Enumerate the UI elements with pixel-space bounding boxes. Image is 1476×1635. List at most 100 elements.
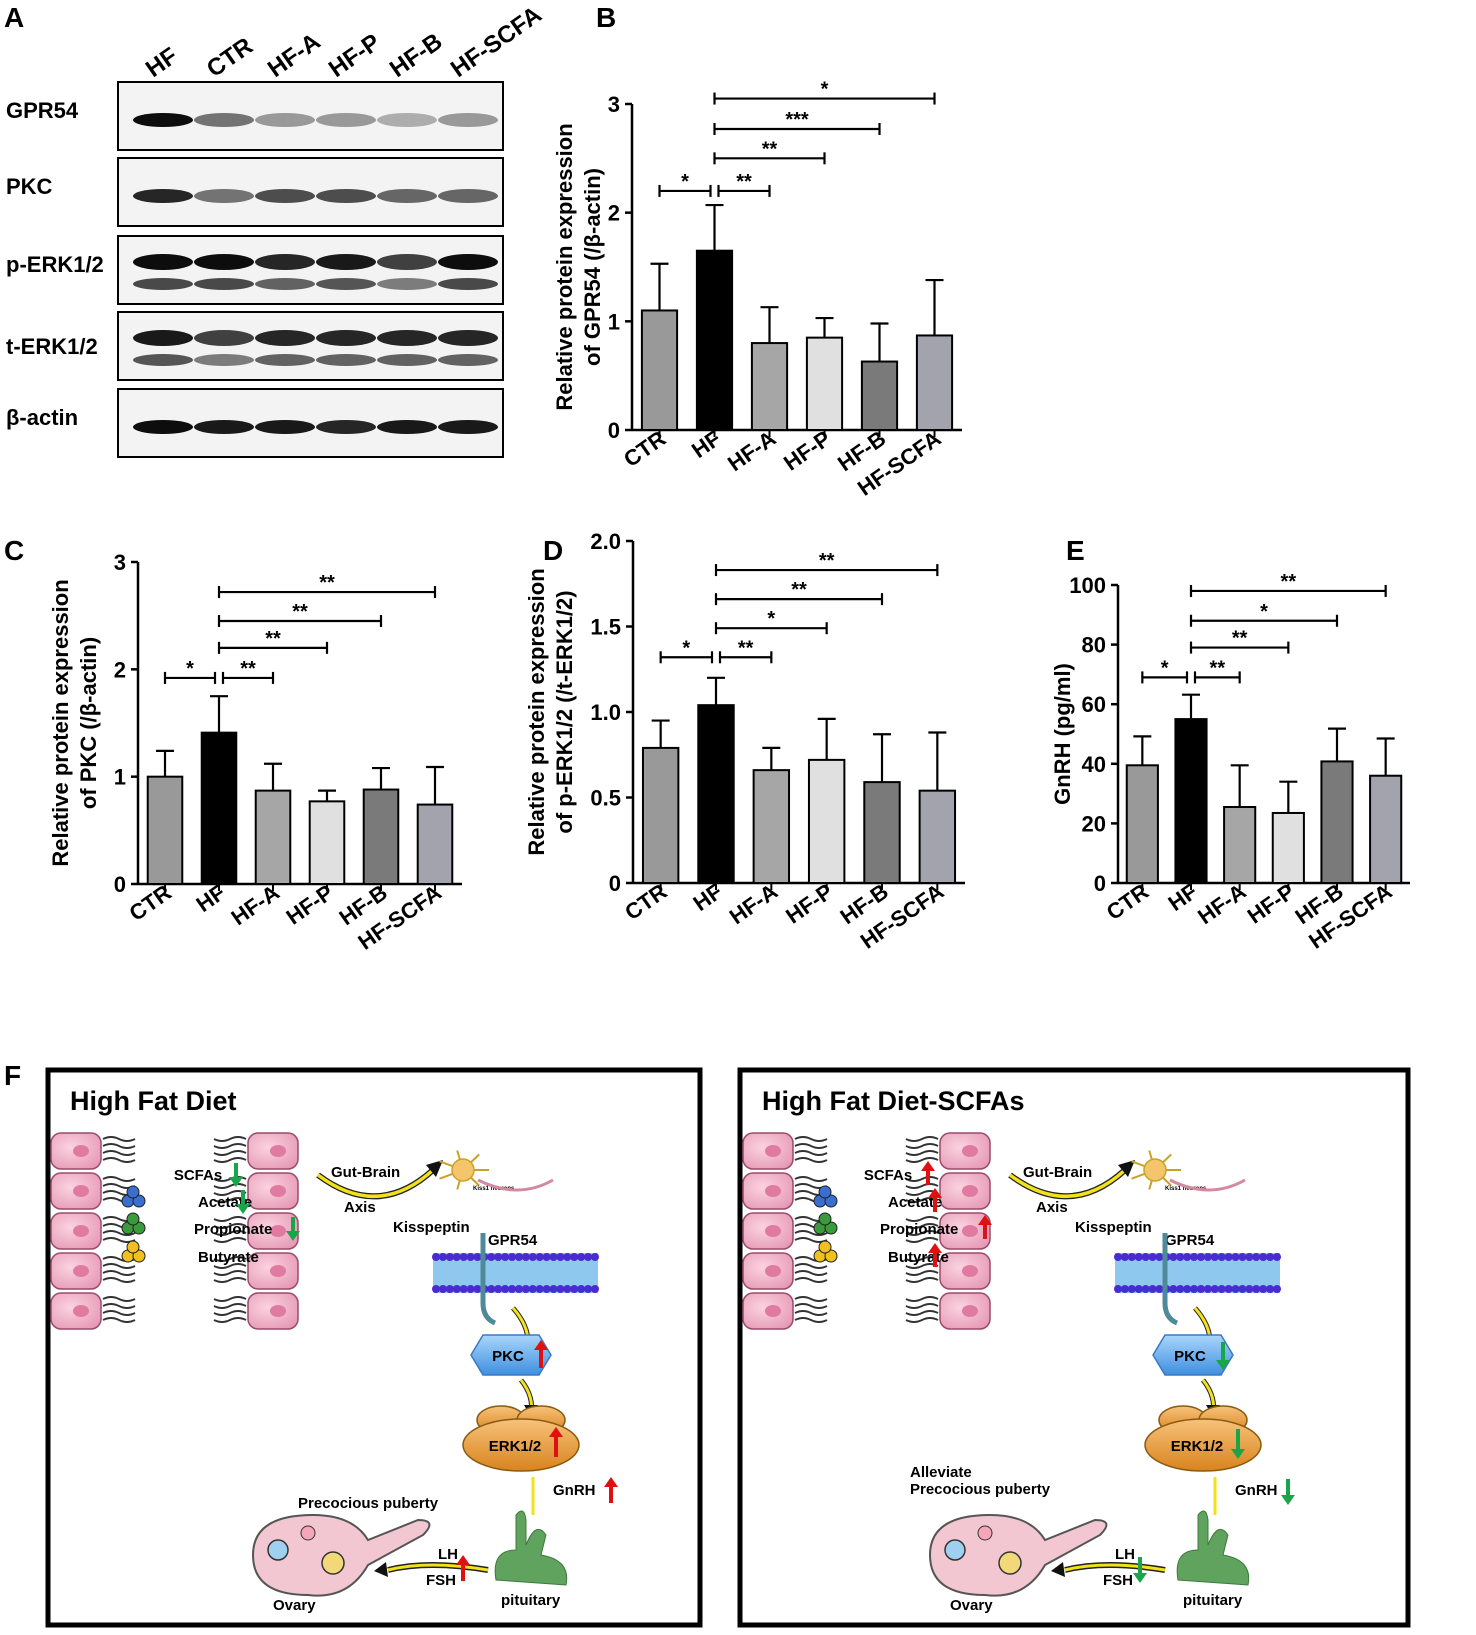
up-arrow-icon [456, 1555, 470, 1581]
microvilli [102, 1157, 136, 1163]
bar [695, 249, 734, 431]
lipid-head [494, 1253, 503, 1261]
outcome-label: Alleviate [910, 1464, 972, 1481]
lipid-head [1231, 1285, 1240, 1293]
down-arrow-icon [1231, 1429, 1245, 1459]
microvilli [102, 1176, 136, 1182]
microvilli [102, 1277, 136, 1283]
microvilli [794, 1317, 828, 1323]
blot-band [377, 354, 437, 366]
blot-band [377, 278, 437, 290]
cell-membrane [433, 1253, 598, 1293]
microvilli [905, 1230, 939, 1236]
y-tick-label: 2 [114, 657, 126, 682]
lipid-head [1266, 1285, 1275, 1293]
blot-lane-label: HF-SCFA [446, 1, 547, 83]
down-arrow-icon [1281, 1479, 1295, 1505]
atom [824, 1221, 838, 1235]
microvilli [794, 1136, 828, 1142]
blot-band [438, 420, 498, 434]
lipid-head [521, 1285, 530, 1293]
y-tick-label: 0 [608, 418, 620, 443]
blot-band [194, 189, 254, 203]
lipid-head [1148, 1253, 1157, 1261]
lipid-head [452, 1253, 461, 1261]
y-tick-label: 1.0 [590, 700, 621, 725]
lipid-head [556, 1253, 565, 1261]
lipid-head [542, 1253, 551, 1261]
bar [752, 769, 791, 885]
bar [200, 731, 238, 885]
blot-band [255, 254, 315, 270]
blot-band [255, 189, 315, 203]
fsh-label: FSH [1103, 1572, 1133, 1589]
pituitary-icon [494, 1510, 568, 1586]
lipid-head [1238, 1253, 1247, 1261]
lipid-head [487, 1253, 496, 1261]
gut-brain-label: Axis [1036, 1199, 1068, 1216]
up-arrow-icon [928, 1243, 942, 1267]
arrow-head [236, 1204, 250, 1214]
blot-lane-label: HF-B [385, 28, 447, 83]
gut-cell-nucleus [765, 1145, 781, 1157]
gut-cell-nucleus [73, 1225, 89, 1237]
lipid-head [1120, 1285, 1129, 1293]
scfa-label: SCFAs [174, 1167, 222, 1184]
atom [132, 1221, 146, 1235]
lh-fsh-arrow-fill [1064, 1563, 1166, 1572]
gut-cell-nucleus [765, 1305, 781, 1317]
blot-band [133, 278, 193, 290]
lipid-head [1210, 1285, 1219, 1293]
sig-label: *** [785, 109, 809, 131]
lipid-head [1245, 1253, 1254, 1261]
lipid-head [487, 1285, 496, 1293]
lipid-head [501, 1253, 510, 1261]
sig-label: * [1161, 657, 1169, 679]
microvilli [794, 1277, 828, 1283]
blot-band [316, 113, 376, 127]
lipid-head [1231, 1253, 1240, 1261]
blot-lane-label: CTR [202, 33, 258, 83]
up-arrow-icon [534, 1340, 548, 1368]
lipid-head [1217, 1253, 1226, 1261]
lipid-head [1210, 1253, 1219, 1261]
arrow-head [604, 1477, 618, 1487]
gut-brain-arrow-head [1118, 1160, 1135, 1177]
lh-fsh-arrow-head [374, 1562, 388, 1577]
lipid-head [1224, 1253, 1233, 1261]
x-tick-label: CTR [1102, 879, 1153, 925]
lipid-head [1169, 1253, 1178, 1261]
follicle [321, 1551, 345, 1575]
microvilli [213, 1270, 247, 1276]
y-tick-label: 80 [1082, 633, 1106, 658]
microvilli [213, 1183, 247, 1189]
arrow-head [229, 1177, 243, 1187]
y-axis-label: Relative protein expression [552, 123, 577, 410]
y-axis-label: of p-ERK1/2 (/t-ERK1/2) [552, 590, 577, 833]
blot-band [255, 420, 315, 434]
lipid-head [1127, 1285, 1136, 1293]
scheme-frame [45, 1067, 703, 1628]
gut-brain-arrow-fill [1008, 1168, 1127, 1198]
blot-band [194, 330, 254, 346]
lipid-head [1141, 1285, 1150, 1293]
follicle [944, 1539, 966, 1561]
sig-label: ** [240, 658, 256, 680]
blot-strip [117, 81, 504, 151]
microvilli [794, 1230, 828, 1236]
microvilli [102, 1303, 136, 1309]
lipid-head [1252, 1285, 1261, 1293]
bar [750, 342, 789, 432]
y-axis-label: GnRH (pg/ml) [1050, 663, 1075, 805]
scfa-label: Acetate [888, 1194, 942, 1211]
lipid-head [542, 1285, 551, 1293]
bar [805, 336, 844, 431]
blot-row-label: GPR54 [6, 98, 79, 123]
y-tick-label: 60 [1082, 692, 1106, 717]
molecule-icon [121, 1185, 146, 1208]
microvilli [213, 1296, 247, 1302]
y-tick-label: 3 [114, 550, 126, 575]
microvilli [213, 1237, 247, 1243]
kisspeptin-label: Kisspeptin [393, 1219, 470, 1236]
lh-label: LH [1115, 1546, 1135, 1563]
